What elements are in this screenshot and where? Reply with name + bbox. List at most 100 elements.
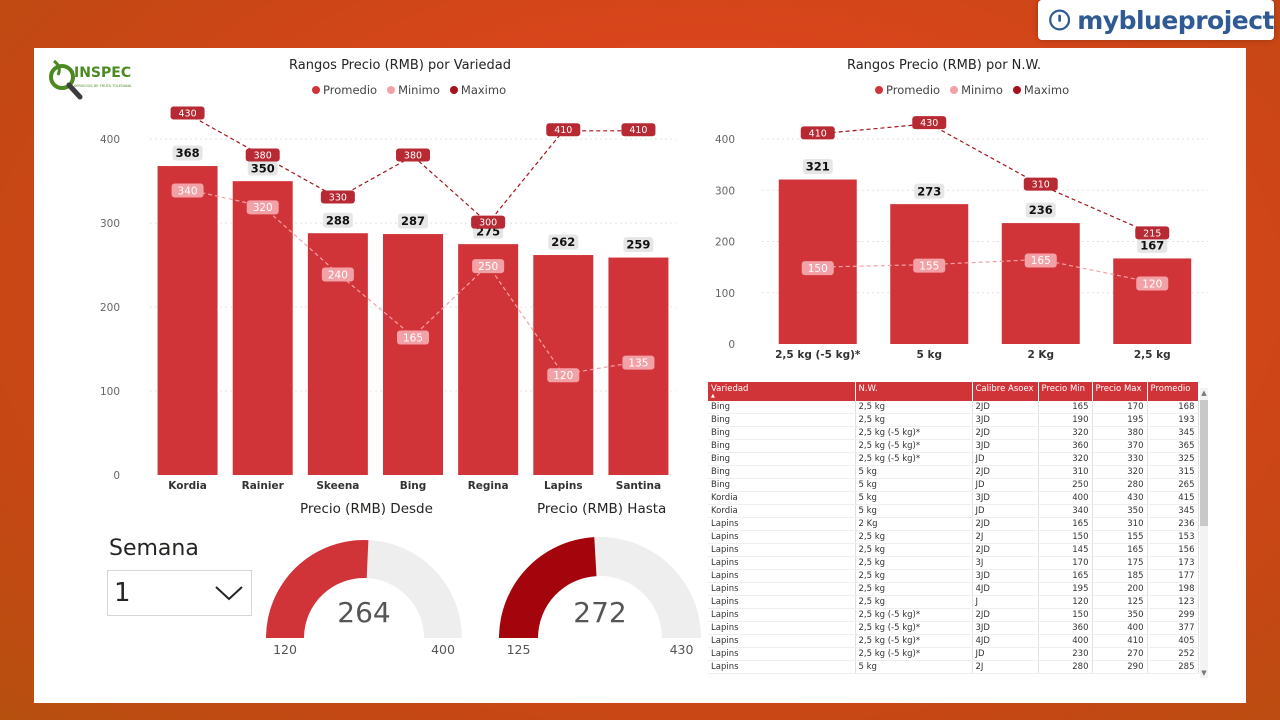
gauge-max: 430 bbox=[670, 642, 694, 657]
table-cell: 3JD bbox=[972, 413, 1039, 427]
brand-badge: myblueproject bbox=[1038, 0, 1274, 40]
table-cell: 3JD bbox=[972, 439, 1039, 453]
table-cell: Kordia bbox=[708, 504, 856, 518]
column-header[interactable]: Precio Max bbox=[1092, 382, 1148, 401]
table-cell: 155 bbox=[1092, 530, 1148, 544]
table-scrollbar[interactable]: ▲ ▼ bbox=[1200, 388, 1208, 678]
column-header[interactable]: Variedad ▲ bbox=[708, 382, 856, 401]
table-cell: 310 bbox=[1092, 517, 1148, 531]
bar-2-kg bbox=[1001, 223, 1080, 344]
table-row[interactable]: Lapins 2,5 kg 3JD 165 185 177 bbox=[708, 569, 1199, 583]
table-row[interactable]: Bing 5 kg 2JD 310 320 315 bbox=[708, 465, 1199, 479]
data-table[interactable]: Variedad ▲ N.W. Calibre Asoex Precio Min Prec… bbox=[708, 382, 1212, 678]
table-row[interactable]: Lapins 2,5 kg J 120 125 123 bbox=[708, 595, 1199, 609]
table-cell: 2JD bbox=[972, 543, 1039, 557]
table-cell: 2,5 kg bbox=[855, 595, 973, 609]
table-cell: 252 bbox=[1147, 647, 1199, 661]
data-label-promedio-bg bbox=[1025, 202, 1056, 218]
table-row[interactable]: Lapins 2,5 kg (-5 kg)* JD 230 270 252 bbox=[708, 647, 1199, 661]
scroll-up-icon[interactable]: ▲ bbox=[1201, 389, 1207, 397]
table-cell: 165 bbox=[1092, 543, 1148, 557]
legend-promedio[interactable]: Promedio bbox=[312, 83, 377, 97]
table-cell: 250 bbox=[1038, 478, 1093, 492]
table-row[interactable]: Lapins 2,5 kg 2J 150 155 153 bbox=[708, 530, 1199, 544]
table-row[interactable]: Lapins 5 kg 2J 280 290 285 bbox=[708, 660, 1199, 674]
data-label-maximo-bg bbox=[1135, 226, 1170, 240]
table-row[interactable]: Lapins 2 Kg 2JD 165 310 236 bbox=[708, 517, 1199, 531]
table-row[interactable]: Lapins 2,5 kg (-5 kg)* 2JD 150 350 299 bbox=[708, 608, 1199, 622]
table-row[interactable]: Bing 2,5 kg (-5 kg)* JD 320 330 325 bbox=[708, 452, 1199, 466]
table-row[interactable]: Lapins 2,5 kg 2JD 145 165 156 bbox=[708, 543, 1199, 557]
table-row[interactable]: Kordia 5 kg JD 340 350 345 bbox=[708, 504, 1199, 518]
data-label-maximo-bg bbox=[471, 215, 506, 229]
semana-dropdown[interactable]: 1 bbox=[107, 570, 252, 616]
table-cell: 325 bbox=[1147, 452, 1199, 466]
chart-nw[interactable]: 0 100 200 300 400 2,5 kg (-5 kg)* 5 kg 2 Kg 2,5 … bbox=[34, 48, 1246, 378]
table-cell: 2JD bbox=[972, 426, 1039, 440]
x-tick-label: Santina bbox=[616, 480, 661, 492]
data-label-minimo-bg bbox=[1024, 253, 1057, 268]
table-cell: 265 bbox=[1147, 478, 1199, 492]
table-row[interactable]: Lapins 2,5 kg (-5 kg)* 3JD 360 400 377 bbox=[708, 621, 1199, 635]
table-cell: 198 bbox=[1147, 582, 1199, 596]
magnifier-logo-icon bbox=[49, 59, 83, 100]
data-label-promedio: 321 bbox=[806, 160, 830, 174]
legend-maximo[interactable]: Maximo bbox=[449, 83, 506, 97]
column-header[interactable]: Promedio bbox=[1147, 382, 1199, 401]
table-cell: Bing bbox=[708, 439, 856, 453]
x-tick-label: 2,5 kg bbox=[1134, 349, 1171, 361]
column-header[interactable]: Calibre Asoex bbox=[972, 382, 1039, 401]
table-cell: 5 kg bbox=[855, 478, 973, 492]
table-cell: 4JD bbox=[972, 582, 1039, 596]
table-cell: 320 bbox=[1038, 452, 1093, 466]
table-cell: 2,5 kg bbox=[855, 530, 973, 544]
table-cell: 175 bbox=[1092, 556, 1148, 570]
data-label-maximo-bg bbox=[170, 106, 205, 120]
table-cell: 2,5 kg bbox=[855, 401, 973, 414]
table-row[interactable]: Bing 5 kg JD 250 280 265 bbox=[708, 478, 1199, 492]
data-label-minimo-bg bbox=[397, 330, 429, 345]
table-row[interactable]: Lapins 2,5 kg 3J 170 175 173 bbox=[708, 556, 1199, 570]
table-cell: 2,5 kg (-5 kg)* bbox=[855, 608, 973, 622]
column-header[interactable]: N.W. bbox=[855, 382, 973, 401]
semana-value: 1 bbox=[114, 578, 131, 608]
table-cell: Bing bbox=[708, 478, 856, 492]
scroll-down-icon[interactable]: ▼ bbox=[1201, 669, 1207, 677]
column-header[interactable]: Precio Min bbox=[1038, 382, 1093, 401]
table-row[interactable]: Kordia 5 kg 3JD 400 430 415 bbox=[708, 491, 1199, 505]
data-label-promedio-bg bbox=[1137, 237, 1168, 253]
table-row[interactable]: Bing 2,5 kg 2JD 165 170 168 bbox=[708, 401, 1199, 414]
data-label-promedio-bg bbox=[548, 234, 579, 250]
table-cell: 285 bbox=[1147, 660, 1199, 674]
table-cell: 2,5 kg bbox=[855, 556, 973, 570]
chart-variedad[interactable]: 0 100 200 300 400 Kordia Rainier Skeena Bing Regi… bbox=[34, 48, 684, 508]
table-cell: JD bbox=[972, 452, 1039, 466]
data-label-promedio-bg bbox=[322, 212, 353, 228]
table-cell: 2JD bbox=[972, 465, 1039, 479]
bar-kordia bbox=[157, 166, 218, 476]
legend-minimo[interactable]: Minimo bbox=[950, 83, 1003, 97]
table-cell: Bing bbox=[708, 426, 856, 440]
legend-dot-icon bbox=[312, 86, 320, 94]
legend-maximo[interactable]: Maximo bbox=[1012, 83, 1069, 97]
chart2-title: Rangos Precio (RMB) por N.W. bbox=[846, 58, 1042, 73]
table-row[interactable]: Lapins 2,5 kg (-5 kg)* 4JD 400 410 405 bbox=[708, 634, 1199, 648]
data-label-minimo: 135 bbox=[628, 357, 648, 369]
legend-dot-icon bbox=[950, 86, 959, 94]
legend-promedio[interactable]: Promedio bbox=[875, 83, 940, 97]
bar-2-5-kg bbox=[1113, 258, 1192, 344]
data-label-maximo-bg bbox=[546, 123, 581, 137]
table-row[interactable]: Bing 2,5 kg (-5 kg)* 3JD 360 370 365 bbox=[708, 439, 1199, 453]
table-cell: Bing bbox=[708, 465, 856, 479]
table-row[interactable]: Bing 2,5 kg (-5 kg)* 2JD 320 380 345 bbox=[708, 426, 1199, 440]
scroll-thumb[interactable] bbox=[1200, 400, 1208, 526]
data-label-promedio: 288 bbox=[326, 213, 350, 227]
table-cell: 5 kg bbox=[855, 465, 973, 479]
legend-minimo[interactable]: Minimo bbox=[387, 83, 440, 97]
data-label-promedio-bg bbox=[623, 237, 654, 253]
table-cell: Lapins bbox=[708, 621, 856, 635]
table-row[interactable]: Bing 2,5 kg 3JD 190 195 193 bbox=[708, 413, 1199, 427]
table-row[interactable]: Lapins 2,5 kg 4JD 195 200 198 bbox=[708, 582, 1199, 596]
table-cell: 195 bbox=[1092, 413, 1148, 427]
x-tick-label: 2,5 kg (-5 kg)* bbox=[775, 349, 861, 361]
